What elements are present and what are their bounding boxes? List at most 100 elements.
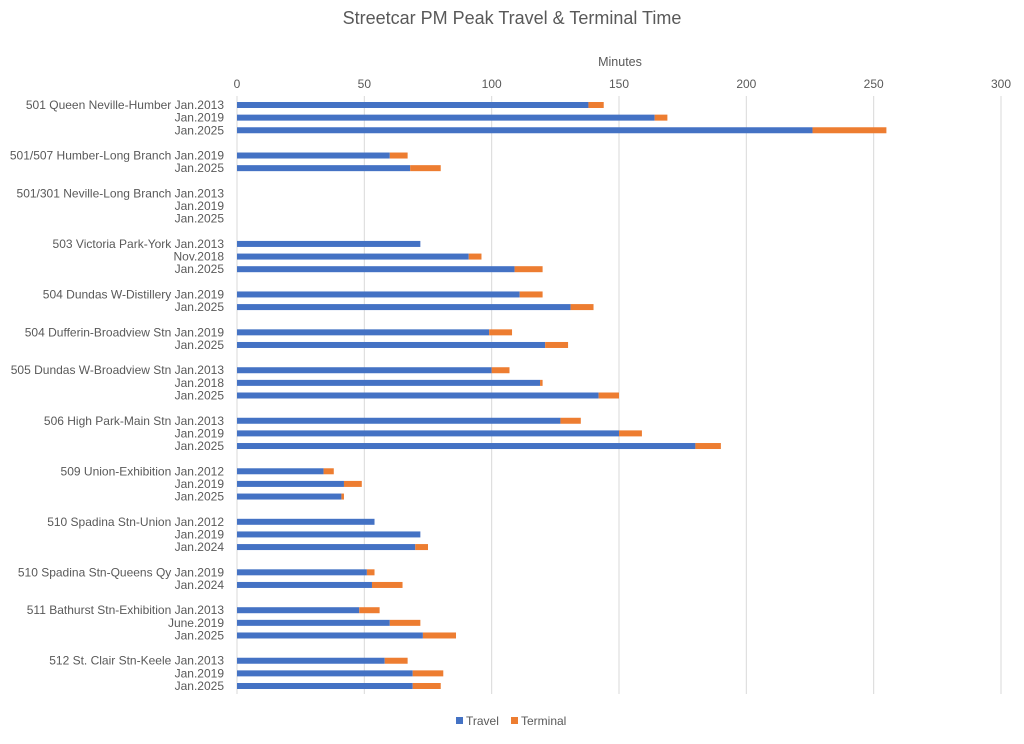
bar-travel	[237, 102, 589, 108]
category-label: Jan.2019	[175, 199, 225, 213]
bar-terminal	[384, 657, 408, 664]
x-tick-label: 150	[609, 77, 629, 91]
bar-travel	[237, 329, 490, 336]
bar-terminal	[598, 392, 619, 399]
chart-title: Streetcar PM Peak Travel & Terminal Time	[343, 8, 682, 28]
category-label: 510 Spadina Stn-Union Jan.2012	[47, 515, 224, 529]
bar-terminal	[514, 266, 543, 273]
bar-terminal	[619, 430, 642, 437]
bar-terminal	[422, 632, 457, 639]
category-label: Jan.2025	[175, 300, 225, 314]
category-label: Jan.2025	[175, 679, 225, 693]
bar-travel	[237, 240, 421, 247]
legend-label: Terminal	[521, 714, 566, 728]
bar-travel	[237, 253, 469, 260]
category-label: 504 Dundas W-Distillery Jan.2019	[43, 287, 225, 301]
category-label: 511 Bathurst Stn-Exhibition Jan.2013	[27, 603, 225, 617]
bar-travel	[237, 670, 413, 677]
bar-travel	[237, 367, 492, 374]
bar-travel	[237, 581, 372, 588]
bar-terminal	[654, 114, 668, 121]
bar-travel	[237, 480, 344, 487]
category-label: Jan.2025	[175, 262, 225, 276]
category-label: Jan.2024	[175, 578, 225, 592]
bar-terminal	[366, 569, 375, 576]
category-label: Nov.2018	[174, 250, 225, 264]
x-tick-label: 100	[482, 77, 502, 91]
bar-travel	[237, 531, 421, 538]
category-label: Jan.2025	[175, 389, 225, 403]
category-label: Jan.2024	[175, 540, 225, 554]
bar-travel	[237, 569, 367, 576]
bar-travel	[237, 607, 360, 614]
bar-terminal	[343, 480, 362, 487]
bar-travel	[237, 430, 619, 437]
category-label: Jan.2019	[175, 527, 225, 541]
bar-travel	[237, 392, 599, 399]
legend: Travel Terminal	[456, 714, 566, 728]
bar-terminal	[812, 127, 887, 134]
category-label: 501 Queen Neville-Humber Jan.2013	[26, 98, 224, 112]
bar-terminal	[412, 683, 441, 689]
category-label: Jan.2025	[175, 439, 225, 453]
bar-travel	[237, 165, 411, 172]
bar-terminal	[389, 152, 408, 159]
x-tick-label: 200	[736, 77, 756, 91]
category-label: 510 Spadina Stn-Queens Qy Jan.2019	[18, 565, 224, 579]
category-label: 505 Dundas W-Broadview Stn Jan.2013	[11, 363, 225, 377]
bar-terminal	[410, 165, 441, 172]
x-axis-label: Minutes	[598, 55, 642, 69]
bar-terminal	[389, 619, 421, 626]
bar-travel	[237, 127, 813, 134]
bar-terminal	[540, 379, 543, 386]
category-label: 506 High Park-Main Stn Jan.2013	[44, 414, 224, 428]
category-label: Jan.2019	[175, 477, 225, 491]
category-label: Jan.2025	[175, 338, 225, 352]
bar-travel	[237, 379, 541, 386]
bar-terminal	[489, 329, 513, 336]
legend-label: Travel	[466, 714, 499, 728]
bar-travel	[237, 417, 561, 424]
x-tick-label: 250	[864, 77, 884, 91]
x-tick-label: 0	[234, 77, 241, 91]
bar-travel	[237, 468, 324, 475]
category-label: Jan.2025	[175, 212, 225, 226]
bar-terminal	[519, 291, 543, 298]
bar-terminal	[588, 102, 604, 108]
category-label: 501/507 Humber-Long Branch Jan.2019	[10, 149, 224, 163]
bar-travel	[237, 443, 696, 450]
category-label: June.2019	[168, 616, 224, 630]
bar-terminal	[468, 253, 482, 260]
x-tick-label: 300	[991, 77, 1011, 91]
category-label: Jan.2025	[175, 490, 225, 504]
category-label: 503 Victoria Park-York Jan.2013	[53, 237, 225, 251]
bar-travel	[237, 291, 520, 298]
category-label: Jan.2019	[175, 666, 225, 680]
bar-terminal	[491, 367, 510, 374]
bar-terminal	[341, 493, 344, 500]
legend-swatch-travel	[456, 717, 463, 724]
category-label: Jan.2019	[175, 426, 225, 440]
category-label: Jan.2025	[175, 123, 225, 137]
category-label: 509 Union-Exhibition Jan.2012	[61, 464, 225, 478]
bar-terminal	[560, 417, 581, 424]
category-label: Jan.2025	[175, 161, 225, 175]
bar-travel	[237, 518, 375, 525]
category-label: 504 Dufferin-Broadview Stn Jan.2019	[25, 325, 225, 339]
bar-travel	[237, 657, 385, 664]
bar-travel	[237, 114, 655, 121]
legend-swatch-terminal	[511, 717, 518, 724]
category-label: Jan.2025	[175, 628, 225, 642]
bar-travel	[237, 632, 423, 639]
bar-terminal	[359, 607, 380, 614]
category-label: 512 St. Clair Stn-Keele Jan.2013	[49, 654, 224, 668]
category-label: 501/301 Neville-Long Branch Jan.2013	[17, 186, 225, 200]
bar-terminal	[371, 581, 403, 588]
bar-travel	[237, 619, 390, 626]
bar-travel	[237, 304, 571, 311]
bar-terminal	[570, 304, 594, 311]
bar-travel	[237, 152, 390, 159]
bar-travel	[237, 341, 546, 348]
bar-travel	[237, 266, 515, 273]
bar-terminal	[545, 341, 569, 348]
